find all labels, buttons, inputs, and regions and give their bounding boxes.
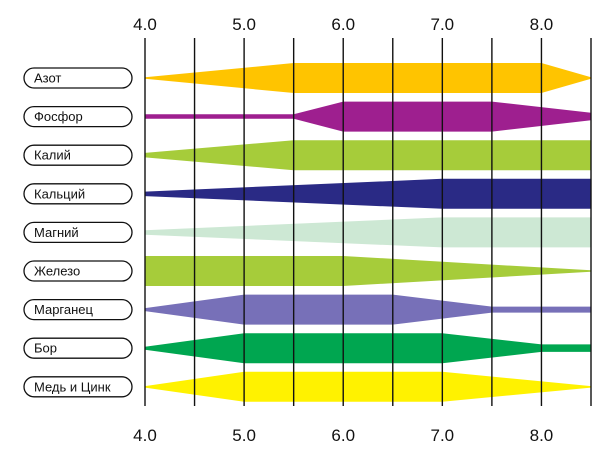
band-8 (145, 333, 591, 364)
row-label-3: Калий (34, 148, 71, 163)
row-label-7: Марганец (34, 302, 94, 317)
top-tick-label: 4.0 (133, 15, 157, 34)
bands-layer (145, 63, 591, 402)
bottom-tick-label: 7.0 (431, 426, 455, 445)
top-tick-label: 8.0 (530, 15, 554, 34)
row-label-pill (23, 221, 133, 244)
row-label-pill (23, 260, 133, 282)
bottom-tick-label: 4.0 (133, 426, 157, 445)
row-labels-layer: Азот Фосфор Калий Кальций Магний Железо Марган… (23, 67, 133, 398)
top-tick-label: 7.0 (431, 15, 455, 34)
band-7 (145, 294, 591, 325)
row-label-pill (23, 144, 133, 166)
bottom-axis: 4.0 5.0 6.0 7.0 8.0 (133, 426, 553, 445)
row-label-8: Бор (34, 341, 57, 356)
row-label-5: Магний (34, 225, 79, 240)
top-tick-label: 5.0 (232, 15, 256, 34)
band-1 (145, 63, 591, 93)
row-label-pill (23, 337, 133, 359)
row-label-1: Азот (34, 71, 61, 86)
band-6 (145, 256, 591, 286)
row-label-9: Медь и Цинк (34, 379, 111, 394)
bottom-tick-label: 8.0 (530, 426, 554, 445)
top-tick-label: 6.0 (331, 15, 355, 34)
row-label-pill (23, 183, 133, 205)
row-label-pill (23, 67, 133, 89)
band-9 (145, 371, 591, 402)
band-2 (145, 101, 591, 132)
row-label-pill (23, 105, 133, 128)
row-label-pill (23, 298, 133, 321)
grid-layer (144, 38, 592, 406)
row-label-6: Железо (34, 264, 80, 279)
bottom-tick-label: 6.0 (331, 426, 355, 445)
band-5 (145, 217, 591, 248)
row-label-4: Кальций (34, 186, 85, 201)
row-label-2: Фосфор (34, 109, 83, 124)
top-axis: 4.0 5.0 6.0 7.0 8.0 (133, 15, 553, 34)
row-label-pill (23, 376, 133, 398)
band-3 (145, 140, 591, 171)
band-4 (145, 178, 591, 209)
bottom-tick-label: 5.0 (232, 426, 256, 445)
